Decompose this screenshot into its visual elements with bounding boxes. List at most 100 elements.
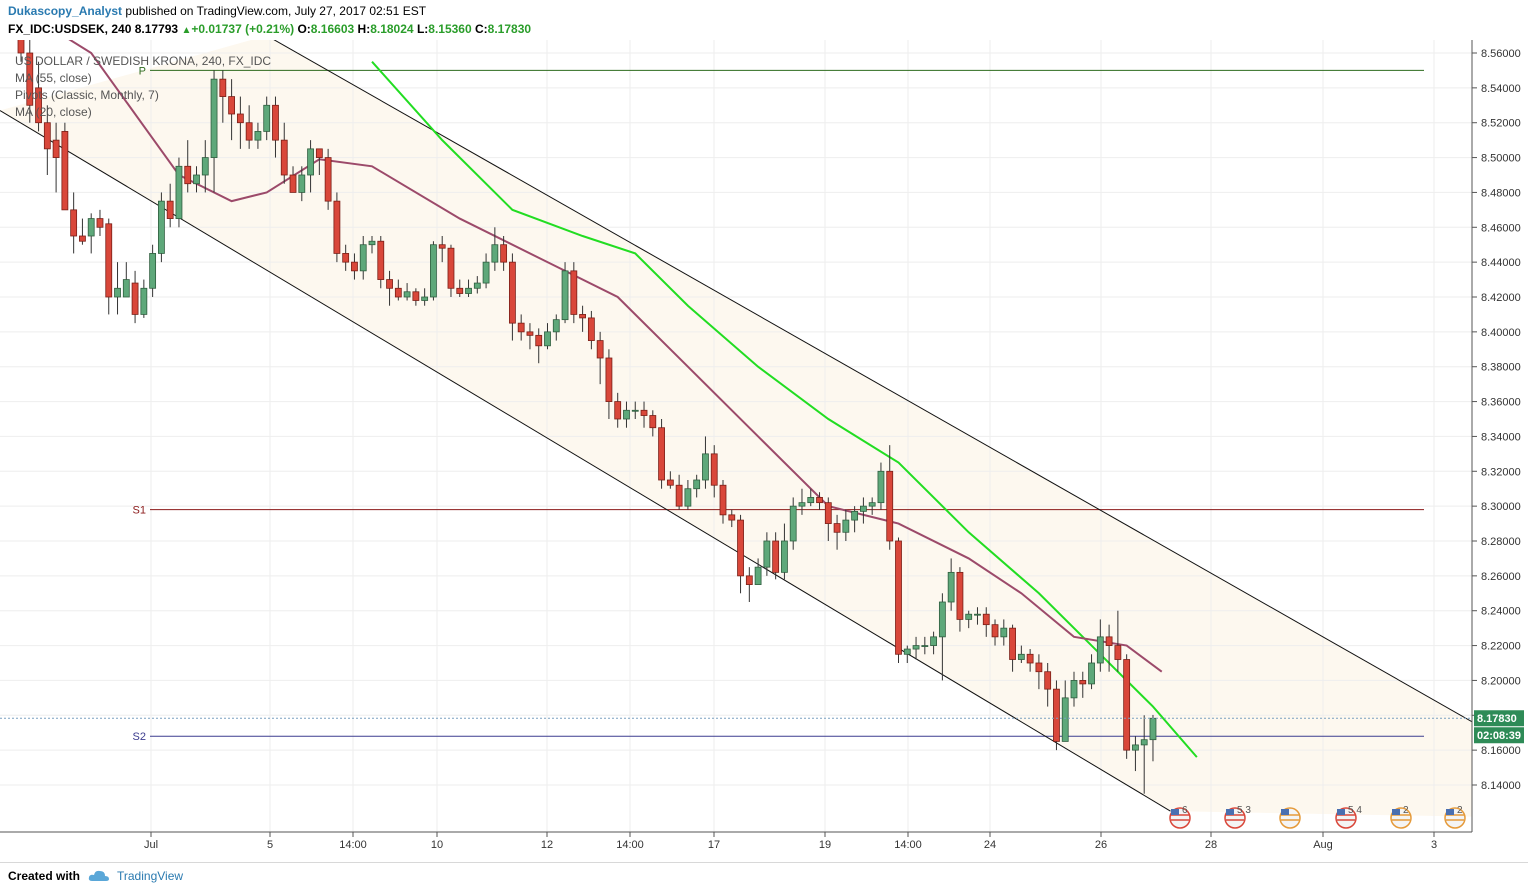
candle-12 [122, 262, 130, 298]
candle-body-28 [263, 104, 271, 132]
candle-body-41 [377, 240, 385, 280]
ytick-label-15: 8.26000 [1481, 571, 1521, 583]
ytick-label-17: 8.22000 [1481, 641, 1521, 653]
candle-28 [263, 96, 271, 141]
candle-39 [359, 236, 367, 280]
candle-body-98 [877, 470, 885, 504]
candle-body-72 [649, 415, 657, 429]
event-flag-count-0: 6 [1182, 805, 1188, 816]
ytick-label-1: 8.54000 [1481, 83, 1521, 95]
candle-body-21 [201, 157, 209, 176]
candle-82 [737, 514, 744, 594]
ytick-label-5: 8.46000 [1481, 222, 1521, 234]
event-flag-1: 5 3 [1224, 805, 1251, 829]
candle-79 [710, 445, 718, 498]
candle-48 [438, 236, 446, 263]
candle-body-88 [789, 505, 797, 542]
candle-23 [219, 70, 227, 123]
candle-95 [851, 506, 859, 533]
candle-body-33 [307, 148, 314, 176]
candle-86 [772, 532, 780, 580]
candle-87 [781, 523, 788, 580]
candle-body-51 [465, 287, 472, 294]
xtick-label-4: 12 [541, 839, 553, 851]
candle-body-49 [447, 247, 455, 289]
candle-body-79 [710, 453, 718, 486]
candle-body-27 [254, 131, 262, 141]
chart-area[interactable]: P S1 S2 6 5 3 5 4 2 2 US DOLLAR / SWEDISH KRON… [0, 8, 1528, 862]
xtick-label-2: 14:00 [339, 839, 367, 851]
ytick-label-9: 8.38000 [1481, 362, 1521, 374]
candle-body-61 [552, 319, 560, 333]
legend-ma20[interactable]: MA (20, close) [15, 105, 92, 119]
author-link[interactable]: Dukascopy_Analyst [8, 4, 123, 18]
ytick-label-12: 8.32000 [1481, 466, 1521, 478]
candle-42 [386, 270, 393, 306]
event-flag-canton-4 [1392, 809, 1400, 815]
legend-ma55[interactable]: MA (55, close) [15, 71, 92, 85]
candle-102 [912, 636, 920, 660]
candle-body-40 [368, 240, 376, 246]
candle-body-91 [816, 497, 823, 504]
candle-body-83 [745, 575, 753, 585]
countdown-tag-text: 02:08:39 [1477, 730, 1521, 742]
candle-body-92 [824, 502, 832, 524]
candle-body-46 [421, 296, 429, 301]
candle-16 [157, 192, 165, 263]
candle-56 [508, 253, 516, 341]
time-axis-ticks[interactable]: Jul 5 14:00 10 12 14:00 17 19 14:00 24 26 28 Aug 3 [144, 832, 1437, 851]
candle-body-115 [1026, 653, 1034, 664]
candle-18 [175, 157, 183, 228]
candle-45 [412, 288, 420, 306]
candle-100 [895, 537, 902, 663]
candle-body-35 [324, 157, 332, 202]
candle-83 [745, 567, 753, 602]
candle-body-66 [596, 340, 604, 359]
candle-body-81 [728, 514, 736, 521]
channel-lines [0, 35, 1528, 812]
candle-11 [114, 262, 121, 315]
candle-body-56 [508, 261, 516, 324]
xtick-label-5: 14:00 [616, 839, 644, 851]
ytick-label-0: 8.56000 [1481, 48, 1521, 60]
candle-body-47 [430, 244, 437, 298]
candle-body-44 [403, 291, 411, 298]
candle-65 [587, 310, 595, 350]
candle-body-11 [114, 287, 121, 298]
candle-89 [798, 488, 806, 515]
last-price-tag [1474, 710, 1524, 727]
candle-body-111 [991, 624, 999, 638]
tradingview-brand[interactable]: TradingView [117, 869, 184, 883]
candle-body-24 [228, 96, 236, 115]
candle-112 [1000, 619, 1008, 646]
candle-body-93 [833, 523, 841, 533]
price-chart[interactable]: P S1 S2 6 5 3 5 4 2 2 US DOLLAR / SWEDISH KRON… [0, 8, 1528, 862]
grid-lines [0, 40, 1472, 832]
candle-93 [833, 514, 841, 550]
price-axis-ticks[interactable]: 8.56000 8.54000 8.52000 8.50000 8.48000 8.460… [1472, 48, 1521, 792]
xtick-label-13: 3 [1431, 839, 1437, 851]
candle-body-54 [491, 244, 499, 263]
candle-38 [351, 253, 358, 280]
candle-96 [860, 497, 867, 524]
event-flag-4: 2 [1390, 805, 1412, 829]
candle-body-125 [1114, 645, 1122, 660]
candle-74 [666, 471, 674, 489]
symbol-line: FX_IDC:USDSEK, 240 8.17793 ▲+0.01737 (+0… [8, 22, 531, 36]
candle-29 [272, 96, 279, 158]
candle-body-89 [798, 502, 806, 507]
candle-59 [535, 328, 543, 364]
event-flag-canton-3 [1337, 809, 1345, 815]
candle-75 [675, 474, 683, 510]
close-label: C: [475, 22, 488, 36]
candle-body-127 [1132, 744, 1139, 751]
candle-49 [447, 244, 455, 297]
candle-body-2 [35, 87, 42, 124]
candle-body-76 [684, 488, 692, 507]
candle-body-94 [842, 519, 850, 533]
candle-body-65 [587, 317, 595, 341]
legend-pivots[interactable]: Pivots (Classic, Monthly, 7) [15, 88, 159, 102]
low-value: 8.15360 [428, 22, 472, 36]
candle-body-63 [570, 270, 578, 315]
candle-3 [43, 105, 51, 175]
